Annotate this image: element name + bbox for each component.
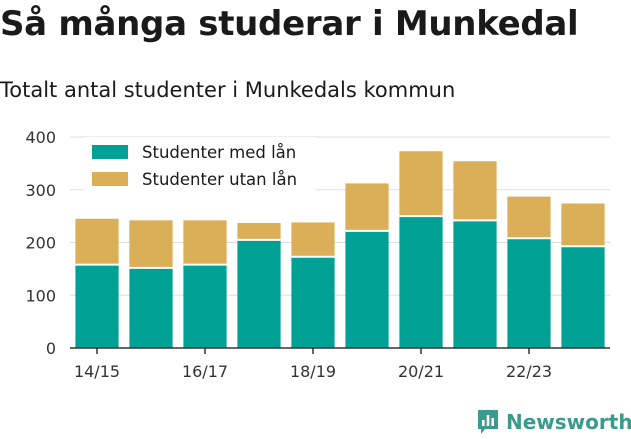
axes: 0 100 200 300 400 14/15 16/17 18/19 20/21 22/23 [25, 128, 610, 381]
x-tick-label: 20/21 [398, 362, 444, 381]
bar-utan-lan-0 [75, 218, 119, 265]
x-tick-label: 14/15 [74, 362, 120, 381]
legend-label: Studenter med lån [142, 143, 296, 162]
y-tick-label: 100 [25, 286, 56, 305]
bar-med-lan-0 [75, 264, 119, 348]
x-tick-label: 18/19 [290, 362, 336, 381]
bar-utan-lan-1 [129, 220, 173, 268]
bar-utan-lan-4 [291, 222, 335, 257]
bar-med-lan-1 [129, 267, 173, 348]
chart-title: Så många studerar i Munkedal [0, 4, 579, 44]
bar-utan-lan-8 [507, 196, 551, 239]
bar-med-lan-9 [561, 246, 605, 348]
bar-utan-lan-9 [561, 203, 605, 247]
bar-med-lan-7 [453, 220, 497, 348]
brand-name: Newsworthy [506, 410, 631, 434]
x-tick-label: 22/23 [506, 362, 552, 381]
y-tick-label: 200 [25, 234, 56, 253]
bar-utan-lan-5 [345, 183, 389, 231]
legend-label: Studenter utan lån [142, 170, 297, 189]
chart-subtitle: Totalt antal studenter i Munkedals kommu… [0, 78, 456, 102]
legend-swatch [92, 145, 128, 159]
bar-utan-lan-7 [453, 161, 497, 221]
bar-med-lan-5 [345, 230, 389, 348]
bar-utan-lan-3 [237, 222, 281, 240]
bars [75, 151, 605, 348]
bar-med-lan-3 [237, 239, 281, 348]
bar-med-lan-8 [507, 238, 551, 348]
newsworthy-logo: Newsworthy [476, 406, 631, 438]
bar-med-lan-2 [183, 264, 227, 348]
y-tick-label: 400 [25, 128, 56, 147]
y-tick-label: 300 [25, 181, 56, 200]
legend-swatch [92, 172, 128, 186]
y-tick-label: 0 [46, 339, 56, 358]
x-tick-label: 16/17 [182, 362, 228, 381]
legend: Studenter med lån Studenter utan lån [84, 137, 316, 193]
bar-med-lan-6 [399, 216, 443, 348]
newsworthy-bars-icon [478, 410, 498, 434]
bar-med-lan-4 [291, 256, 335, 348]
bar-utan-lan-2 [183, 220, 227, 265]
bar-utan-lan-6 [399, 151, 443, 217]
